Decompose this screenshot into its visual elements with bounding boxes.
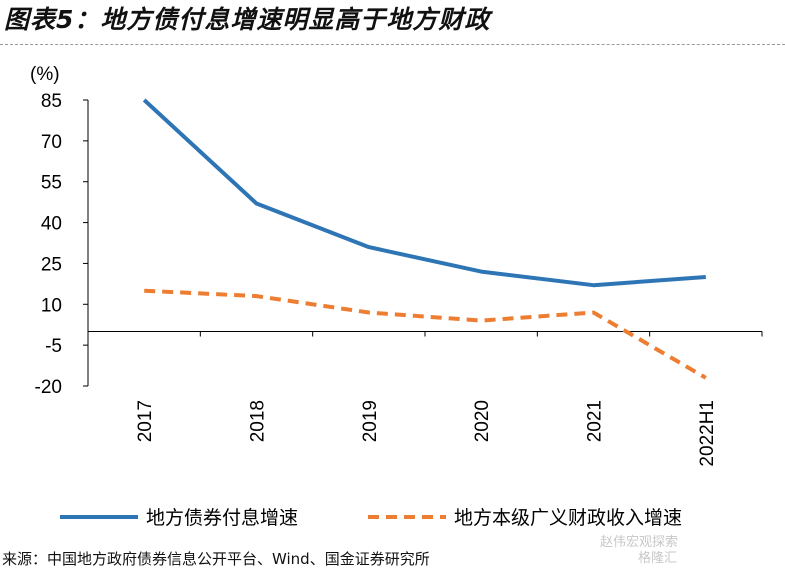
x-tick-label: 2021 xyxy=(585,400,606,442)
y-tick-label: 70 xyxy=(41,132,62,153)
x-tick-label: 2020 xyxy=(472,400,493,442)
watermark: 赵伟宏观探索 格隆汇 xyxy=(600,535,678,567)
source-note: 来源：中国地方政府债券信息公开平台、Wind、国金证券研究所 xyxy=(2,550,430,568)
title-divider xyxy=(0,44,785,45)
legend-label-1: 地方本级广义财政收入增速 xyxy=(454,507,682,529)
y-tick-label: -5 xyxy=(45,336,62,357)
chart-title: 图表5：地方债付息增速明显高于地方财政 xyxy=(4,5,491,34)
x-tick-label: 2017 xyxy=(135,400,156,442)
y-tick-label: 85 xyxy=(41,91,62,112)
series-line-1 xyxy=(144,288,707,380)
x-tick-label: 2019 xyxy=(360,400,381,442)
legend-label-0: 地方债券付息增速 xyxy=(146,507,298,529)
y-tick-label: 40 xyxy=(41,214,62,235)
y-tick-label: 25 xyxy=(41,254,62,275)
y-tick-label: 10 xyxy=(41,295,62,316)
x-tick-label: 2022H1 xyxy=(697,400,718,467)
watermark-brand: 赵伟宏观探索 xyxy=(600,535,679,550)
x-tick-label: 2018 xyxy=(248,400,269,442)
y-tick-label: 55 xyxy=(41,173,62,194)
series-line-0 xyxy=(142,98,706,288)
y-tick-label: -20 xyxy=(35,377,62,398)
y-unit-label: (%) xyxy=(30,64,60,85)
watermark-logo: 格隆汇 xyxy=(638,551,678,566)
